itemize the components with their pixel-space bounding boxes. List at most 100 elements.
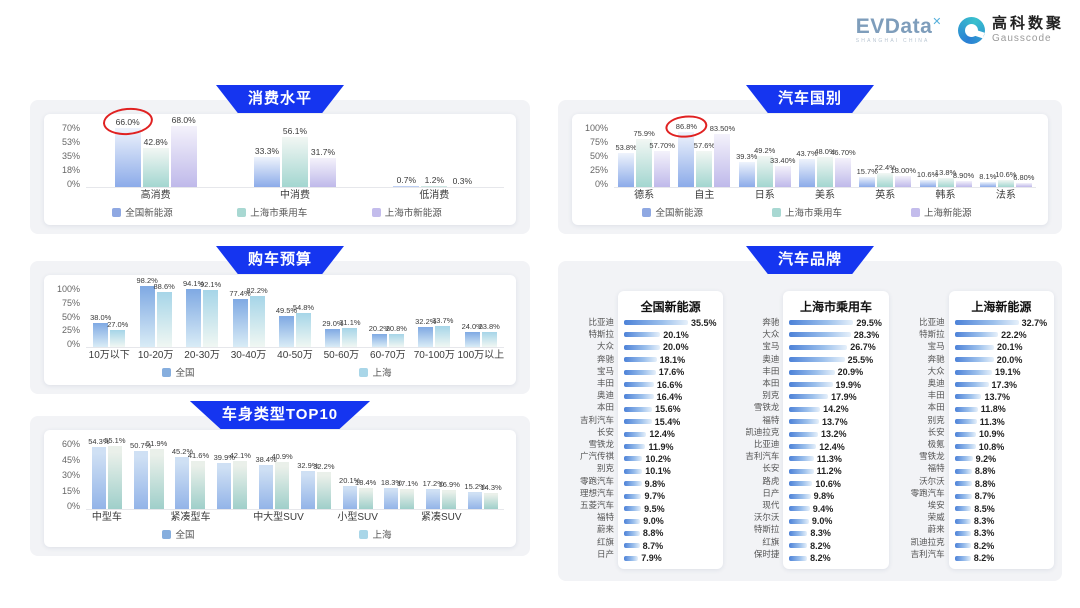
bar-group: 39.3% 49.2% 33.40% 日系 [734,124,795,203]
bar-value-label: 83.50% [709,124,736,134]
brand-bar [954,506,972,512]
bar: 83.50% [710,124,735,187]
bar-value-label: 57.6% [693,140,716,150]
bar: 38.4% [255,455,277,509]
y-axis-tick: 45% [61,454,80,465]
bar-cluster: 15.2% 14.3% [462,440,504,510]
bar-group: 86.8% 57.6% 83.50% 自主 [664,113,735,203]
bar: 31.7% [309,147,336,187]
brand-row: 8.8% [954,479,1048,489]
brand-bar [954,394,982,400]
brand-row: 29.5% [789,318,882,328]
brand-value: 9.0% [811,516,833,526]
section-title-badge-budget: 购车预算 [215,246,345,274]
legend-item: 上海市乘用车 [237,205,307,219]
brand-name: 福特 [596,512,614,523]
brand-name: 雪铁龙 [588,439,614,450]
brand-row: 8.7% [624,541,717,551]
bar-value-label: 0.7% [396,175,416,186]
y-axis: 100% 75% 50% 25% 0% [578,124,614,203]
brand-name: 别克 [596,463,614,474]
brand-bar [624,369,656,375]
bar-value-label: 33.3% [254,146,280,157]
brand-name: 比亚迪 [588,317,614,327]
brand-value: 35.5% [691,317,717,328]
bar-value-label: 45.2% [171,447,194,457]
brand-row: 9.2% [954,453,1048,464]
brand-value: 11.2% [816,466,842,477]
bar-cluster: 66.0% 42.8% 68.0% [86,105,226,188]
brand-row: 8.8% [624,528,717,538]
legend-label: 上海 [372,368,392,379]
brand-bar-rows: 29.5% 28.3% 26.7% 25.5% 20.9% 19.9% 17.9% 14.2%… [789,318,882,563]
brand-bar [624,431,647,437]
bar-cluster: 53.8% 75.9% 57.70% [614,124,675,188]
bar: 41.6% [188,451,209,509]
brand-row: 17.6% [624,367,717,377]
brand-bar [789,394,829,400]
bar-value-label: 42.1% [229,450,251,460]
bar-group: 43.7% 48.0% 46.70% 美系 [794,124,856,203]
brand-row: 8.2% [954,541,1048,551]
x-axis-label: 德系 [634,190,655,201]
brand-name: 大众 [927,365,945,376]
legend-swatch-blue-icon [642,207,652,217]
red-circle-annotation [664,113,709,140]
brand-value: 15.6% [655,404,681,415]
brand-name: 沃尔沃 [919,475,945,486]
plot-area: 53.8% 75.9% 57.70% 德系 86.8% 57.6% 83.50% 自主 39.3… [614,113,1036,203]
brand-name: 广汽传祺 [579,451,614,462]
brand-name: 吉利汽车 [745,451,780,462]
brand-row: 8.3% [954,528,1048,538]
brand-value: 18.1% [659,354,686,365]
legend-swatch-teal-icon [237,207,247,217]
bar-value-label: 48.0% [814,146,836,156]
x-axis-label: 中型车 [91,512,122,523]
brand-name: 沃尔沃 [753,512,780,523]
bar: 53.8% [616,143,637,187]
bar-value-label: 15.7% [856,167,878,177]
bar-value-label: 10.6% [995,170,1017,180]
brand-value: 8.7% [974,491,996,502]
brand-row: 13.2% [789,429,882,439]
brand-value: 11.3% [979,416,1005,427]
bar-value-label: 50.7% [130,440,152,450]
brand-bar [789,493,811,499]
brand-bar [624,344,661,350]
evdata-x-icon: ✕ [932,16,942,28]
bar-cluster: 20.1% 18.4% [336,440,379,510]
bar-cluster: 0.7% 1.2% 0.3% [364,124,504,188]
bar: 40.9% [271,452,293,509]
brand-name: 宝马 [762,341,780,352]
brand-row: 12.4% [624,429,717,439]
brand-bar [624,394,654,400]
legend-swatch-purple-icon [910,207,920,217]
bar: 15.2% [464,482,486,509]
brand-list-title: 全国新能源 [640,300,701,314]
x-axis-label: 美系 [814,190,835,201]
bar-value-label: 82.2% [246,286,268,296]
legend-label: 全国新能源 [655,208,703,219]
brand-value: 9.2% [975,453,997,464]
x-axis-label [128,510,170,525]
x-axis-label: 日系 [754,190,775,201]
y-axis-tick: 25% [589,165,608,175]
brand-name: 奥迪 [927,378,945,389]
chart-card-body-type: 60% 45% 30% 15% 0% 54.3% 55.1% 中型车 50.7% 51.9% 45.… [44,430,516,547]
bar-value-label: 54.3% [88,436,110,446]
bar-cluster: 38.4% 40.9% [253,440,295,510]
brand-bar-rows: 35.5% 20.1% 20.0% 18.1% 17.6% 16.6% 16.4% 15.6%… [624,318,717,563]
bar-value-label: 27.0% [107,320,129,330]
brand-row: 8.2% [789,541,882,551]
bar: 57.6% [694,141,715,187]
bar-group: 29.0% 31.1% 50-60万 [318,285,365,363]
brand-bar [789,468,814,474]
brand-row: 22.2% [954,330,1048,340]
x-axis-label: 100万以上 [457,350,505,361]
bar-value-label: 32.2% [313,461,335,471]
bar: 49.2% [754,146,775,187]
legend-item: 上海新能源 [910,205,972,219]
x-axis-label: 自主 [694,190,715,201]
brand-value: 8.5% [974,503,995,514]
bar-value-label: 77.4% [229,289,251,299]
